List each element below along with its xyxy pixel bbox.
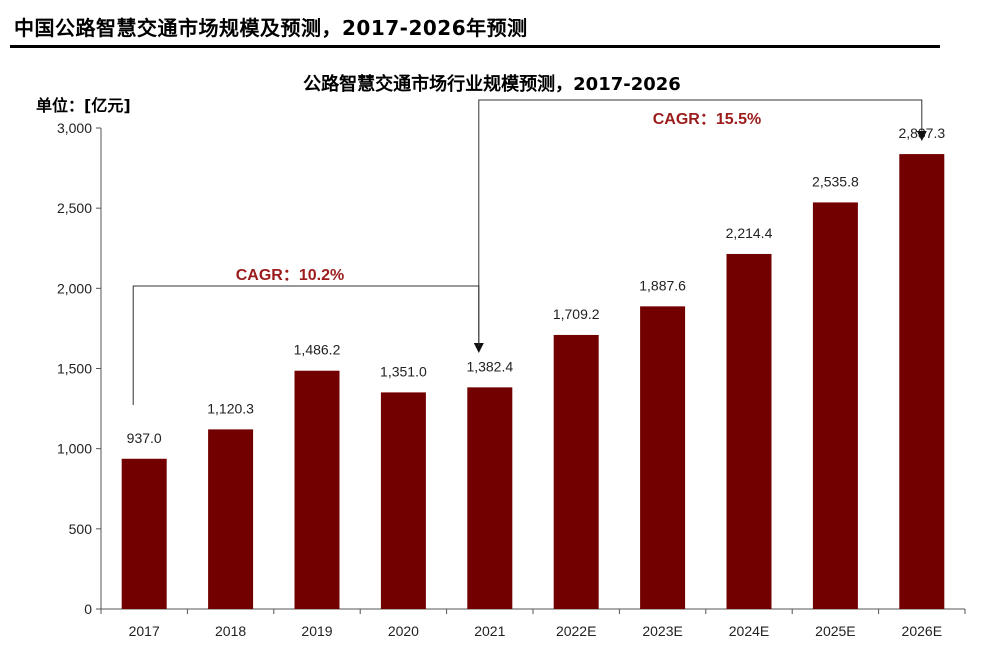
- bar: [208, 429, 254, 609]
- bar: [812, 202, 858, 609]
- bar: [640, 306, 686, 609]
- x-tick-label: 2020: [388, 623, 419, 639]
- y-tick-label: 0: [84, 601, 92, 617]
- bar: [380, 392, 426, 609]
- x-tick-label: 2025E: [815, 623, 855, 639]
- x-tick-label: 2017: [129, 623, 160, 639]
- y-axis-unit-label: 单位：[亿元]: [36, 96, 131, 115]
- x-tick-label: 2021: [474, 623, 505, 639]
- bar: [726, 253, 772, 609]
- data-label: 1,382.4: [466, 358, 513, 374]
- y-tick-label: 2,000: [57, 280, 92, 296]
- data-label: 1,351.0: [380, 363, 427, 379]
- bar: [121, 458, 167, 609]
- title-divider: [10, 45, 940, 48]
- chart-title: 公路智慧交通市场行业规模预测，2017-2026: [303, 74, 681, 95]
- x-tick-label: 2026E: [902, 623, 942, 639]
- y-tick-label: 1,000: [57, 441, 92, 457]
- cagr-label: CAGR：15.5%: [653, 111, 761, 128]
- cagr-arrow-head: [473, 343, 484, 353]
- x-tick-label: 2024E: [729, 623, 769, 639]
- cagr-arrow-head: [916, 131, 927, 141]
- data-label: 1,887.6: [639, 277, 686, 293]
- bar: [899, 154, 945, 609]
- y-tick-label: 500: [69, 521, 93, 537]
- data-label: 2,214.4: [726, 225, 773, 241]
- x-tick-label: 2022E: [556, 623, 596, 639]
- y-tick-label: 3,000: [57, 120, 92, 136]
- data-label: 2,535.8: [812, 173, 859, 189]
- page-title: 中国公路智慧交通市场规模及预测，2017-2026年预测: [14, 16, 528, 40]
- y-tick-label: 1,500: [57, 361, 92, 377]
- bar: [294, 370, 340, 609]
- bar: [553, 334, 599, 609]
- bar: [467, 387, 513, 609]
- x-tick-label: 2019: [301, 623, 332, 639]
- x-tick-label: 2023E: [642, 623, 682, 639]
- data-label: 937.0: [127, 430, 162, 446]
- data-label: 1,120.3: [207, 400, 254, 416]
- cagr-label: CAGR：10.2%: [236, 267, 344, 284]
- cagr-bracket-line: [478, 99, 923, 346]
- x-tick-label: 2018: [215, 623, 246, 639]
- y-tick-label: 2,500: [57, 200, 92, 216]
- data-label: 1,709.2: [553, 306, 600, 322]
- data-label: 1,486.2: [294, 342, 341, 358]
